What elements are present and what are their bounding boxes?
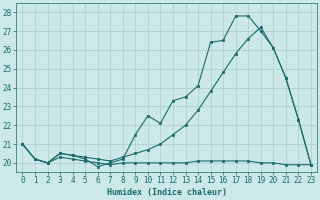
X-axis label: Humidex (Indice chaleur): Humidex (Indice chaleur) (107, 188, 227, 197)
